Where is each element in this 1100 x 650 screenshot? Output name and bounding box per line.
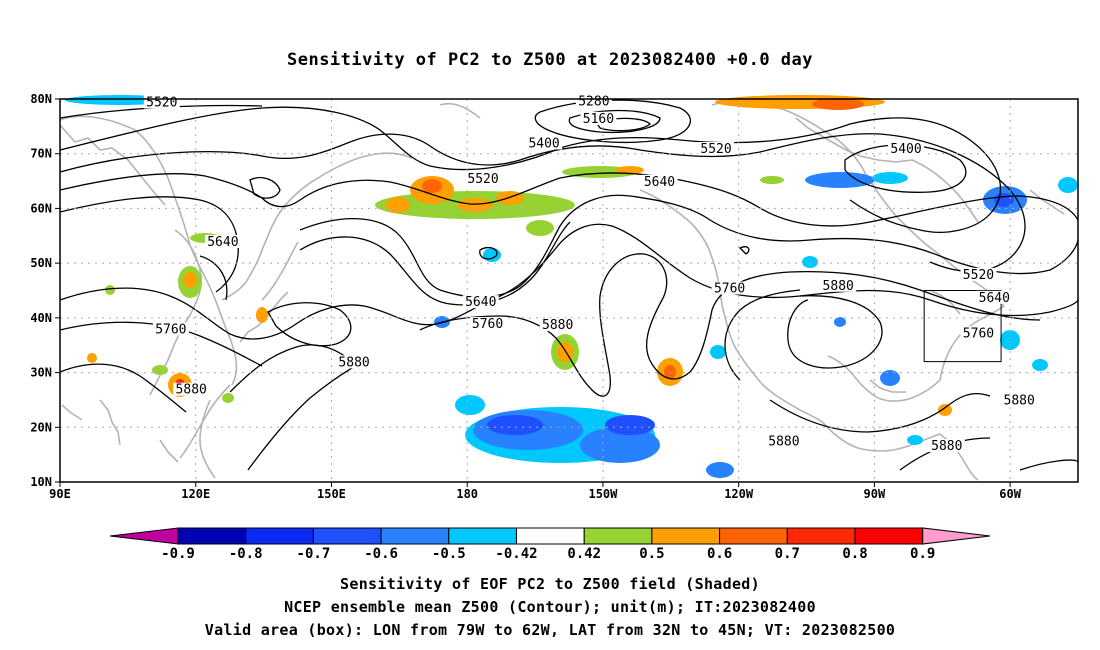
colorbar-level-label: 0.7 bbox=[775, 546, 800, 562]
contour-label-bg bbox=[928, 439, 965, 453]
contour-label-bg bbox=[204, 234, 241, 248]
contour-label: 5280 bbox=[578, 94, 609, 109]
latitude-tick-label: 80N bbox=[30, 92, 52, 106]
contour-label-bg bbox=[711, 281, 748, 295]
colorbar-level-label: -0.9 bbox=[161, 546, 195, 562]
contour-label-bg bbox=[526, 136, 563, 150]
contour-label-bg bbox=[580, 111, 617, 125]
contour-label: 5400 bbox=[528, 137, 559, 152]
latitude-tick-label: 20N bbox=[30, 420, 52, 434]
longitude-tick-label: 180 bbox=[456, 487, 478, 501]
longitude-tick-label: 150W bbox=[588, 487, 618, 501]
contour-label-bg bbox=[539, 318, 576, 332]
colorbar-low-triangle bbox=[109, 527, 179, 545]
colorbar-level-label: 0.42 bbox=[567, 546, 601, 562]
contour-label: 5520 bbox=[467, 172, 498, 187]
contour-label-bg bbox=[820, 278, 857, 292]
contour-label-bg bbox=[698, 141, 735, 155]
colorbar-level-label: -0.5 bbox=[432, 546, 466, 562]
contour-label: 5640 bbox=[465, 295, 496, 310]
contour-label-bg bbox=[1001, 393, 1038, 407]
map-frame bbox=[59, 98, 1079, 483]
colorbar-level-label: 0.6 bbox=[707, 546, 732, 562]
contour-label-bg bbox=[336, 355, 373, 369]
colorbar-segment bbox=[583, 527, 653, 545]
longitude-tick-label: 150E bbox=[317, 487, 346, 501]
contour-label: 5640 bbox=[207, 235, 238, 250]
colorbar-level-label: 0.5 bbox=[639, 546, 664, 562]
contour-label-bg bbox=[152, 322, 189, 336]
contour-label-bg bbox=[960, 326, 997, 340]
longitude-tick-label: 120W bbox=[724, 487, 754, 501]
contour-label-bg bbox=[765, 434, 802, 448]
chart-title: Sensitivity of PC2 to Z500 at 2023082400… bbox=[286, 50, 813, 70]
colorbar-level-label: -0.7 bbox=[297, 546, 331, 562]
contour-label-bg bbox=[575, 94, 612, 108]
caption-line-2: NCEP ensemble mean Z500 (Contour); unit(… bbox=[284, 598, 816, 616]
contour-label-bg bbox=[888, 141, 925, 155]
contour-label-bg bbox=[462, 295, 499, 309]
longitude-tick-label: 90W bbox=[864, 487, 886, 501]
contour-label-bg bbox=[173, 382, 210, 396]
sensitivity-shading bbox=[65, 95, 1078, 478]
contour-label: 5760 bbox=[963, 326, 994, 341]
contour-label: 5880 bbox=[338, 355, 369, 370]
contour-label: 5400 bbox=[890, 142, 921, 157]
contour-label: 5760 bbox=[714, 282, 745, 297]
colorbar-segment bbox=[380, 527, 450, 545]
colorbar-segment bbox=[719, 527, 788, 545]
caption-line-1: Sensitivity of EOF PC2 to Z500 field (Sh… bbox=[340, 575, 760, 593]
contour-label: 5880 bbox=[768, 435, 799, 450]
colorbar-segment bbox=[854, 527, 924, 545]
contour-label: 5520 bbox=[700, 142, 731, 157]
contour-label-bg bbox=[641, 174, 678, 188]
colorbar-level-label: -0.6 bbox=[364, 546, 398, 562]
latitude-tick-label: 40N bbox=[30, 311, 52, 325]
contour-label: 5880 bbox=[542, 318, 573, 333]
contour-label: 5760 bbox=[472, 317, 503, 332]
latitude-tick-label: 30N bbox=[30, 366, 52, 380]
contour-label: 5520 bbox=[146, 95, 177, 110]
contour-label: 5160 bbox=[583, 112, 614, 127]
latitude-tick-label: 70N bbox=[30, 147, 52, 161]
contour-label: 5880 bbox=[1004, 394, 1035, 409]
contour-label: 5640 bbox=[644, 175, 675, 190]
contour-label-bg bbox=[469, 317, 506, 331]
longitude-labels: 90E 120E 150E 180 150W 120W 90W 60W bbox=[49, 482, 1022, 501]
longitude-tick-label: 60W bbox=[999, 487, 1021, 501]
colorbar-level-label: 0.9 bbox=[910, 546, 935, 562]
colorbar-high-triangle bbox=[922, 527, 991, 545]
contour-label: 5760 bbox=[155, 323, 186, 338]
latitude-tick-label: 60N bbox=[30, 201, 52, 215]
valid-area-box bbox=[923, 290, 1002, 363]
colorbar-segment bbox=[312, 527, 382, 545]
colorbar-segment bbox=[177, 527, 247, 545]
contour-label: 5520 bbox=[963, 268, 994, 283]
latitude-tick-label: 50N bbox=[30, 256, 52, 270]
colorbar-segment bbox=[245, 527, 314, 545]
contour-label-bg bbox=[976, 290, 1013, 304]
colorbar-level-label: -0.42 bbox=[495, 546, 537, 562]
longitude-tick-label: 120E bbox=[181, 487, 210, 501]
contour-label: 5880 bbox=[176, 383, 207, 398]
latitude-labels: 80N 70N 60N 50N 40N 30N 20N 10N bbox=[30, 92, 60, 489]
colorbar-segment bbox=[516, 527, 585, 545]
colorbar-level-label: 0.8 bbox=[842, 546, 867, 562]
contour-label-bg bbox=[465, 172, 502, 186]
colorbar-level-label: -0.8 bbox=[229, 546, 263, 562]
contour-label: 5880 bbox=[823, 279, 854, 294]
colorbar-segment bbox=[448, 527, 517, 545]
contour-label: 5880 bbox=[931, 439, 962, 454]
caption-line-3: Valid area (box): LON from 79W to 62W, L… bbox=[204, 621, 896, 639]
colorbar: -0.9 -0.8 -0.7 -0.6 -0.5 -0.42 0.42 0.5 0.6 0.7 0.… bbox=[109, 527, 991, 562]
contour-label: 5640 bbox=[979, 291, 1010, 306]
contour-label-bg bbox=[960, 267, 997, 281]
longitude-tick-label: 90E bbox=[49, 487, 71, 501]
contour-labels: 5520 5280 5160 5400 5520 5400 5520 5640 5640 5520… bbox=[143, 94, 1038, 454]
colorbar-segment bbox=[651, 527, 721, 545]
colorbar-segment bbox=[786, 527, 856, 545]
latitude-tick-label: 10N bbox=[30, 475, 52, 489]
